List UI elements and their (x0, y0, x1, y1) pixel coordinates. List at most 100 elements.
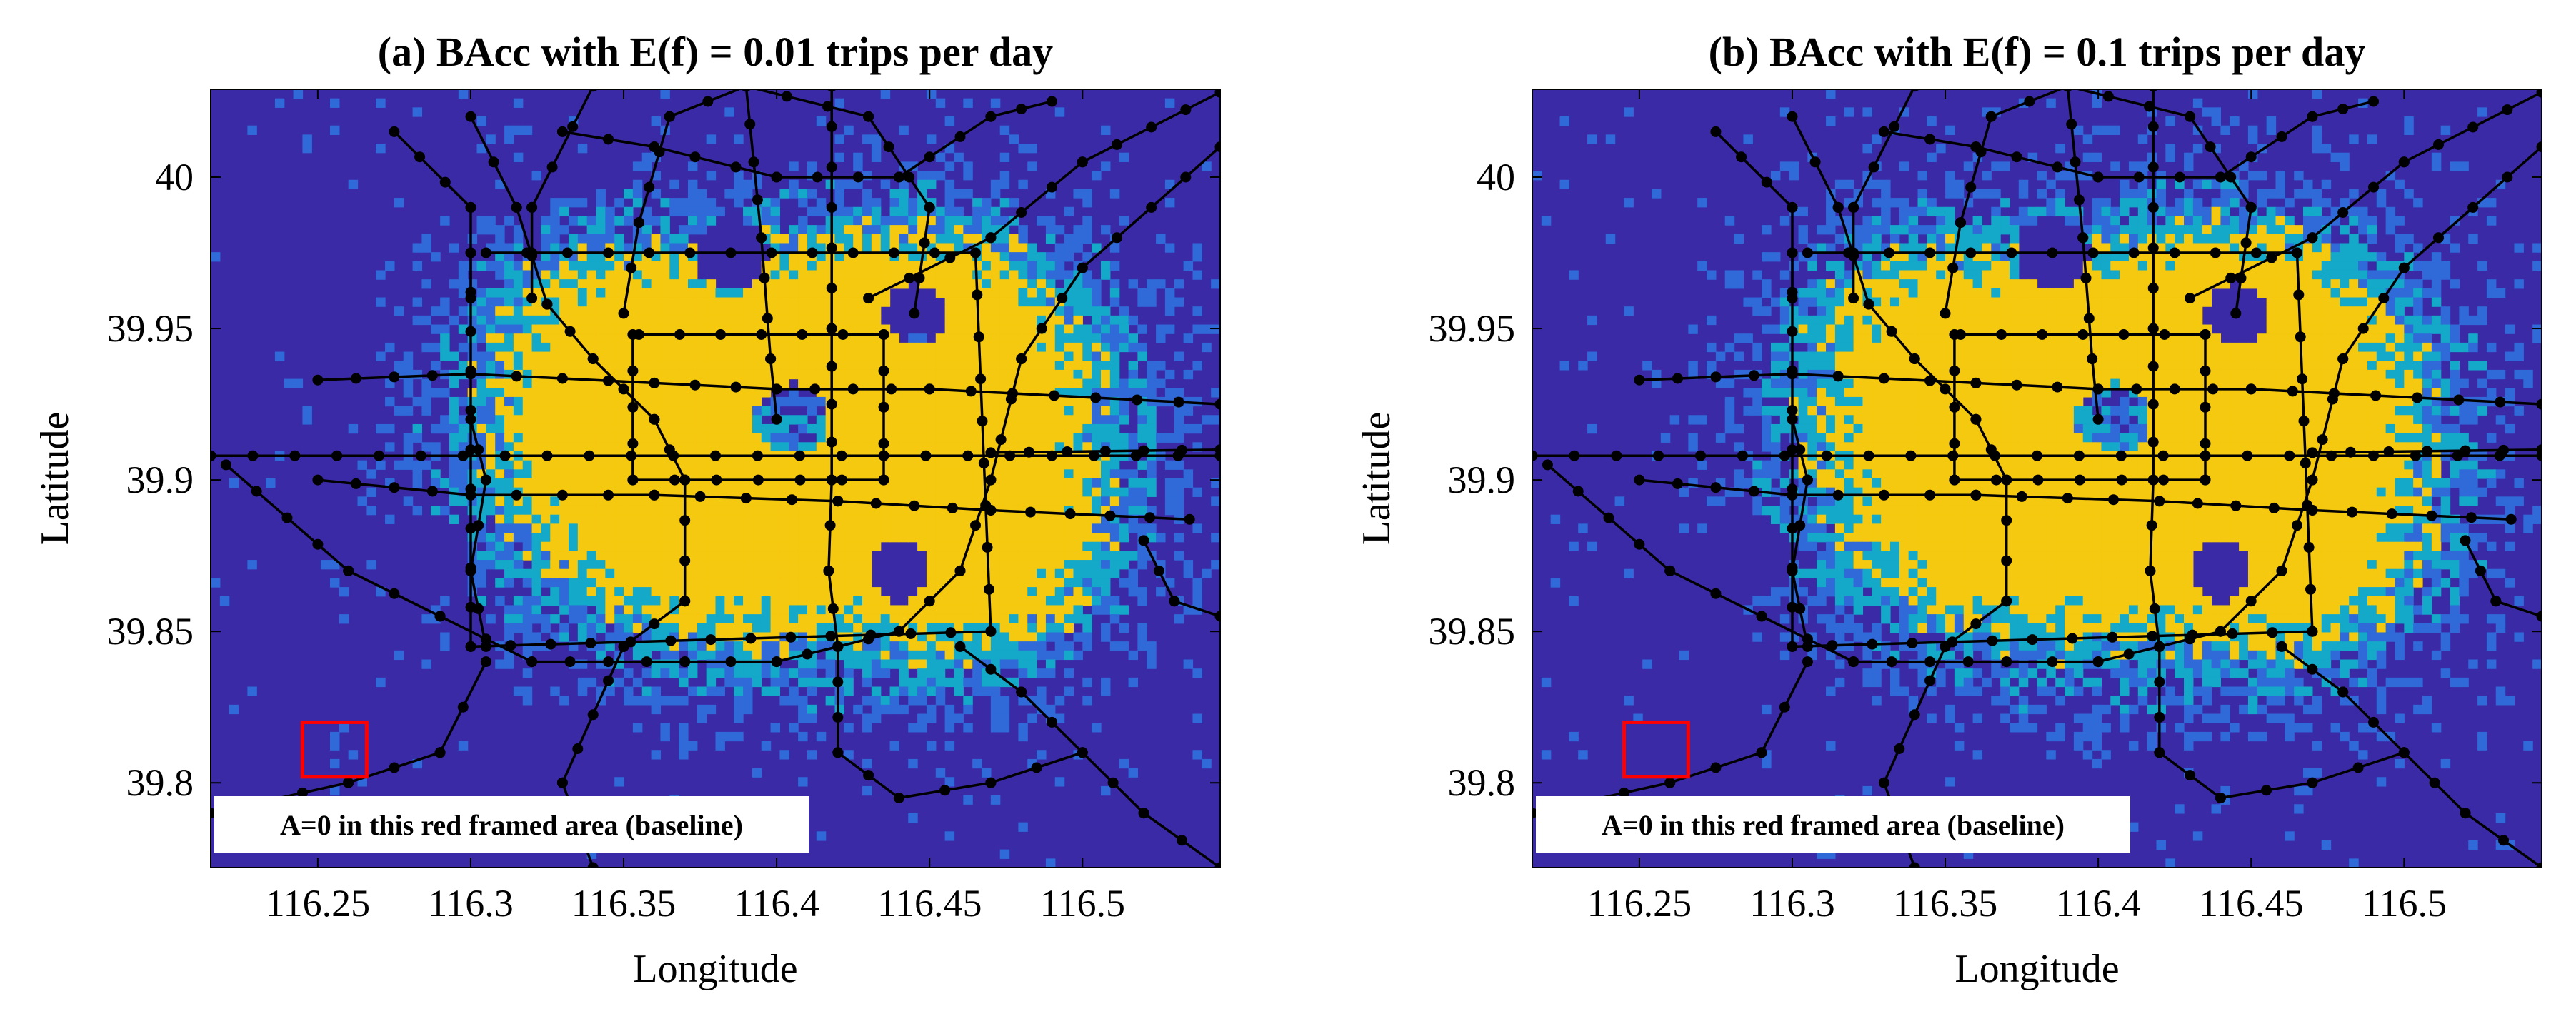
metro-station (480, 247, 491, 258)
metro-station (2074, 474, 2085, 486)
metro-station (702, 96, 714, 107)
metro-station (626, 262, 637, 273)
metro-station (649, 141, 660, 153)
metro-station (832, 747, 844, 758)
metro-station (1787, 293, 1798, 304)
metro-station (1569, 450, 1580, 461)
metro-station (627, 438, 639, 449)
chart-title: (b) BAcc with E(f) = 0.1 trips per day (1709, 29, 2366, 75)
baseline-frame (300, 720, 369, 779)
metro-station (1947, 262, 1959, 273)
x-tick-label: 116.4 (2055, 882, 2141, 925)
metro-station (2245, 201, 2257, 213)
metro-station (556, 777, 568, 788)
metro-station (281, 512, 293, 523)
metro-station (888, 247, 899, 258)
metro-station (924, 383, 935, 395)
metro-station (1169, 596, 1180, 607)
metro-station (2276, 641, 2287, 652)
metro-station (1809, 156, 1821, 168)
metro-station (2092, 383, 2104, 395)
metro-station (2067, 633, 2078, 644)
metro-station (2133, 171, 2145, 183)
metro-station (505, 640, 516, 651)
metro-station (837, 474, 847, 486)
metro-station (684, 247, 696, 258)
metro-station (2185, 633, 2196, 645)
metro-station (2297, 373, 2308, 385)
metro-station (1077, 747, 1088, 758)
metro-station (756, 232, 767, 244)
metro-station (759, 272, 770, 283)
metro-station (644, 181, 655, 193)
metro-station (511, 371, 522, 382)
metro-station (771, 656, 782, 668)
metro-station (1214, 862, 1220, 868)
metro-station (920, 450, 932, 461)
metro-station (752, 474, 764, 486)
metro-station (945, 627, 957, 638)
metro-station (2292, 247, 2302, 258)
metro-station (1832, 371, 1844, 382)
metro-station (1949, 474, 1960, 486)
metro-station (331, 450, 343, 461)
metro-station (2200, 401, 2211, 413)
metro-station (1787, 247, 1798, 258)
metro-station (1787, 368, 1798, 380)
metro-station (1104, 510, 1116, 521)
metro-station (1848, 201, 1859, 213)
metro-station (1025, 506, 1036, 518)
metro-station (1787, 201, 1798, 213)
metro-station (1173, 396, 1184, 408)
y-axis-label: Latitude (33, 412, 77, 546)
metro-station (826, 242, 837, 254)
metro-station (1672, 373, 1683, 384)
metro-station (794, 474, 806, 486)
metro-station (2337, 207, 2349, 218)
metro-station (1710, 482, 1722, 493)
metro-station (2047, 656, 2058, 668)
metro-station (1909, 862, 1920, 868)
metro-station (1889, 121, 1900, 132)
metro-station (744, 119, 756, 130)
metro-station (2087, 247, 2099, 258)
metro-station (1112, 232, 1122, 244)
metro-station (973, 331, 984, 343)
metro-station (1802, 633, 1813, 645)
metro-station (905, 628, 917, 639)
metro-station (2245, 596, 2257, 607)
metro-station (836, 450, 847, 461)
metro-station (2147, 398, 2159, 410)
metro-station (2052, 161, 2063, 173)
metro-station (2268, 502, 2280, 513)
metro-station (972, 289, 983, 301)
baseline-frame (1622, 720, 1690, 779)
metro-station (2147, 283, 2159, 293)
metro-station (2145, 565, 2156, 576)
metro-station (1107, 777, 1119, 788)
metro-station (970, 520, 981, 531)
metro-station (457, 450, 469, 461)
metro-station (545, 638, 556, 650)
metro-station (2266, 252, 2277, 263)
metro-station (2118, 329, 2130, 340)
metro-station (587, 862, 599, 868)
metro-station (2505, 513, 2517, 525)
metro-station (2169, 383, 2180, 395)
metro-station (1909, 353, 1920, 364)
metro-station (2460, 808, 2471, 819)
metro-station (1884, 247, 1894, 258)
metro-station (2230, 500, 2242, 511)
metro-station (434, 747, 446, 758)
metro-station (426, 486, 438, 497)
metro-station (1710, 126, 1722, 137)
metro-station (603, 489, 614, 501)
x-tick-label: 116.35 (1893, 882, 1998, 925)
metro-station (2398, 156, 2410, 168)
metro-station (2062, 493, 2073, 504)
metro-station (1049, 390, 1060, 401)
metro-station (2047, 247, 2058, 258)
metro-station (832, 496, 844, 507)
metro-station (2147, 436, 2159, 448)
metro-station (473, 444, 484, 456)
